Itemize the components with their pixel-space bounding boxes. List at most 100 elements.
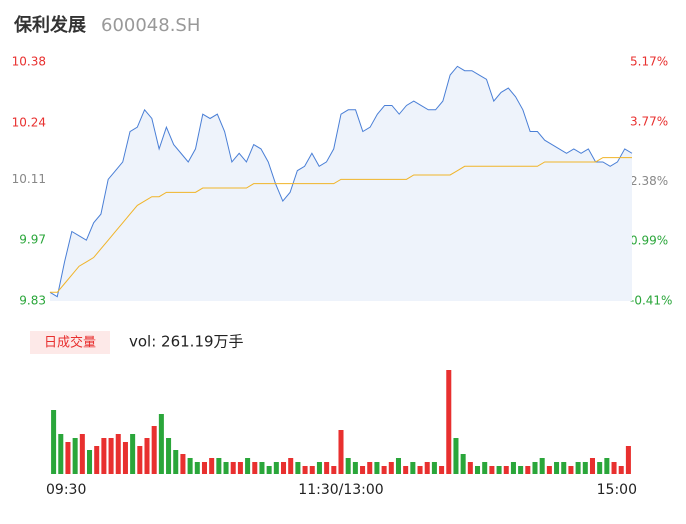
y-tick-label: 9.97 [19, 233, 46, 247]
volume-bar [216, 458, 222, 474]
volume-bar [273, 462, 279, 474]
y2-tick-label: 3.77% [630, 114, 668, 128]
volume-bar [108, 438, 114, 474]
volume-bar [431, 462, 437, 474]
volume-bar [316, 462, 322, 474]
volume-bar [352, 462, 358, 474]
volume-bar [532, 462, 538, 474]
volume-bar [367, 462, 373, 474]
volume-bar [374, 462, 380, 474]
volume-bar [424, 462, 430, 474]
volume-bar [589, 458, 595, 474]
volume-bar [201, 462, 207, 474]
volume-bar [417, 466, 423, 474]
volume-bar [625, 446, 631, 474]
volume-bar [331, 466, 337, 474]
volume-bar [518, 466, 524, 474]
volume-bar [281, 462, 287, 474]
volume-bar [345, 458, 351, 474]
volume-bar [475, 466, 481, 474]
volume-bar [94, 446, 100, 474]
volume-bar [496, 466, 502, 474]
volume-bar [302, 466, 308, 474]
volume-bar [187, 458, 193, 474]
y2-tick-label: 0.99% [630, 234, 668, 248]
volume-bar [223, 462, 229, 474]
volume-bar [503, 466, 509, 474]
volume-bar [230, 462, 236, 474]
volume-bar [439, 466, 445, 474]
chart-title: 保利发展 [13, 14, 87, 36]
volume-bar [489, 466, 495, 474]
volume-label: vol: 261.19万手 [129, 333, 244, 351]
volume-bar [381, 466, 387, 474]
y2-tick-label: 2.38% [630, 174, 668, 188]
volume-bar [51, 410, 57, 474]
volume-bar [130, 434, 136, 474]
volume-bar [582, 462, 588, 474]
legend-label: 日成交量 [44, 335, 96, 351]
volume-bar [144, 438, 150, 474]
volume-bar [266, 466, 272, 474]
volume-bar [510, 462, 516, 474]
volume-bar [166, 438, 172, 474]
volume-bar [87, 450, 93, 474]
volume-bar [209, 458, 215, 474]
volume-bar [403, 466, 409, 474]
volume-bar [122, 442, 128, 474]
y-tick-label: 10.38 [12, 55, 46, 69]
y-tick-label: 10.11 [12, 172, 46, 186]
volume-bar [101, 438, 107, 474]
x-tick-label: 09:30 [46, 482, 86, 498]
volume-bar [597, 462, 603, 474]
volume-bar [611, 462, 617, 474]
volume-bar [65, 442, 71, 474]
volume-bar [410, 462, 416, 474]
volume-bar [237, 462, 243, 474]
series-line [50, 157, 632, 293]
volume-bar [288, 458, 294, 474]
volume-bar [568, 466, 574, 474]
volume-bar [79, 434, 85, 474]
volume-bar [245, 458, 251, 474]
volume-bar [115, 434, 121, 474]
volume-bar [295, 462, 301, 474]
volume-bar [173, 450, 179, 474]
volume-bar [446, 370, 452, 474]
volume-bar [137, 446, 143, 474]
x-tick-label: 11:30/13:00 [298, 482, 383, 498]
volume-bar [604, 458, 610, 474]
series-line [49, 65, 633, 298]
volume-bar [460, 454, 466, 474]
volume-bar [482, 462, 488, 474]
volume-bar [539, 458, 545, 474]
volume-bar [180, 454, 186, 474]
volume-bar [324, 462, 330, 474]
volume-bar [259, 462, 265, 474]
volume-bar [58, 434, 64, 474]
volume-bar [338, 430, 344, 474]
volume-bar [554, 462, 560, 474]
volume-bar [395, 458, 401, 474]
volume-bar [546, 466, 552, 474]
y-tick-label: 10.24 [12, 115, 46, 129]
volume-bar [194, 462, 200, 474]
legend-box [30, 331, 110, 354]
volume-bar [72, 438, 78, 474]
y2-tick-label: -0.41% [630, 294, 672, 308]
volume-bar [575, 462, 581, 474]
y-tick-label: 9.83 [19, 294, 46, 308]
volume-bar [388, 462, 394, 474]
volume-bar [561, 462, 567, 474]
volume-bar [618, 466, 624, 474]
volume-bar [252, 462, 258, 474]
x-tick-label: 15:00 [597, 482, 637, 498]
y2-tick-label: 5.17% [630, 55, 668, 69]
price-area [50, 66, 632, 301]
volume-bar [158, 414, 164, 474]
volume-bar [453, 438, 459, 474]
volume-bar [309, 466, 315, 474]
volume-bar [151, 426, 157, 474]
chart-subtitle: 600048.SH [101, 15, 200, 36]
